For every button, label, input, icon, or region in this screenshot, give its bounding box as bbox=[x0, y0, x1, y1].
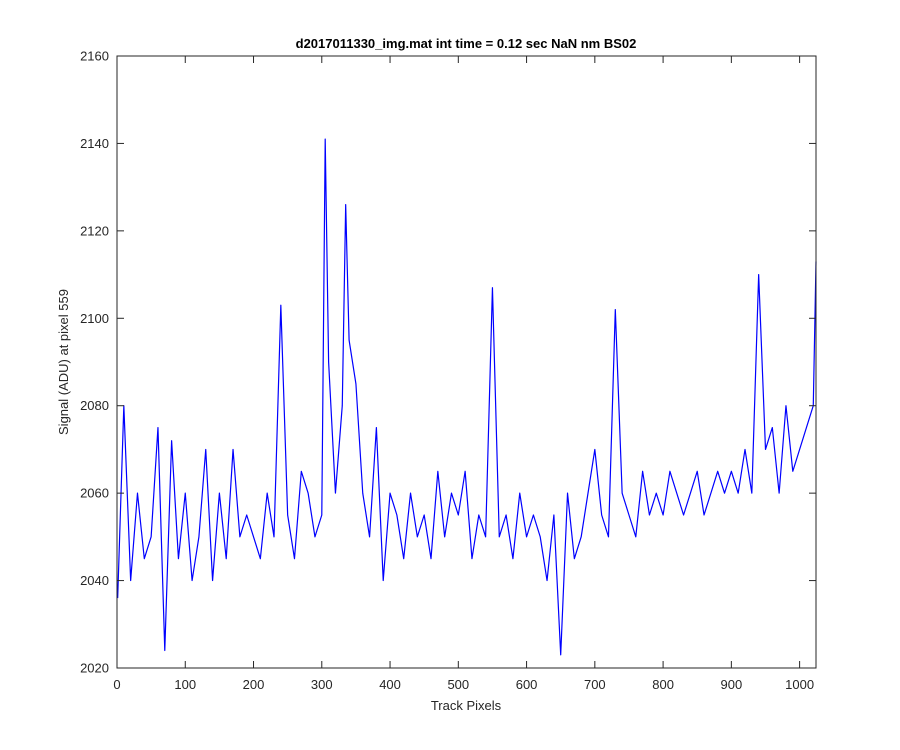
x-tick-label: 100 bbox=[174, 677, 196, 692]
axes-box bbox=[116, 55, 817, 669]
x-tick-label: 1000 bbox=[785, 677, 814, 692]
x-tick-label: 500 bbox=[447, 677, 469, 692]
x-tick-label: 900 bbox=[721, 677, 743, 692]
y-tick-label: 2040 bbox=[80, 573, 109, 588]
y-tick-label: 2020 bbox=[80, 661, 109, 676]
ticks-layer: 0 100 200 300 400 500 600 700 800 900 1000 2020 2040… bbox=[80, 49, 816, 692]
y-tick-label: 2100 bbox=[80, 311, 109, 326]
y-tick-label: 2140 bbox=[80, 136, 109, 151]
series-line-1 bbox=[117, 138, 817, 656]
data-layer bbox=[117, 138, 817, 656]
x-tick-label: 800 bbox=[652, 677, 674, 692]
x-tick-label: 700 bbox=[584, 677, 606, 692]
chart-title: d2017011330_img.mat int time = 0.12 sec … bbox=[296, 36, 637, 51]
y-tick-label: 2060 bbox=[80, 486, 109, 501]
x-tick-label: 400 bbox=[379, 677, 401, 692]
y-tick-label: 2160 bbox=[80, 49, 109, 64]
y-tick-label: 2120 bbox=[80, 223, 109, 238]
plot-background bbox=[117, 56, 816, 668]
x-tick-label: 300 bbox=[311, 677, 333, 692]
axes-layer bbox=[116, 55, 817, 669]
x-tick-label: 0 bbox=[113, 677, 120, 692]
y-tick-label: 2080 bbox=[80, 398, 109, 413]
x-tick-label: 600 bbox=[516, 677, 538, 692]
x-tick-label: 200 bbox=[243, 677, 265, 692]
y-axis-label: Signal (ADU) at pixel 559 bbox=[56, 289, 71, 435]
x-axis-label: Track Pixels bbox=[431, 698, 502, 713]
